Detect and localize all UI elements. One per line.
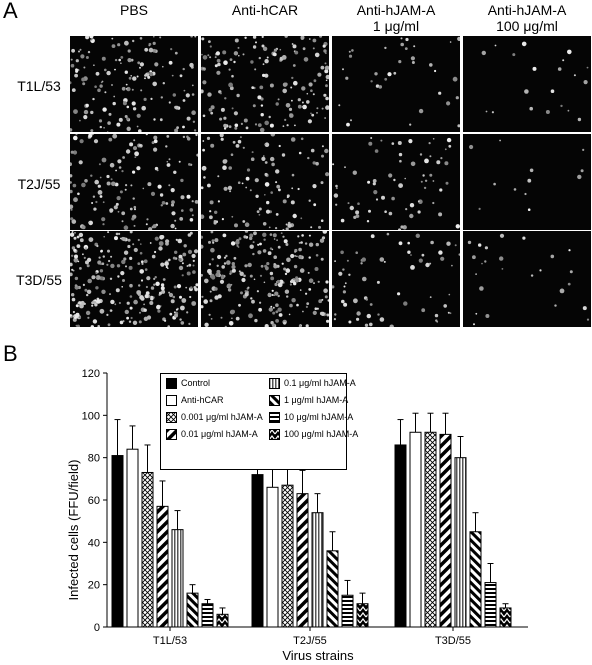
micrograph-r3-c1 — [70, 231, 198, 327]
y-tick-label: 0 — [94, 622, 100, 634]
bar-t2j-55-s8 — [356, 603, 369, 628]
legend-label: 10 μg/ml hJAM-A — [284, 412, 354, 422]
micrograph-r3-c2 — [201, 231, 329, 327]
legend-swatch — [269, 395, 280, 406]
micrograph-r1-c2 — [201, 36, 329, 132]
bar-t3d-55-s6 — [469, 531, 482, 628]
micrograph-r2-c2 — [201, 134, 329, 230]
legend-label: Control — [181, 378, 211, 388]
legend-swatch — [269, 429, 280, 440]
micrograph-r2-c4 — [463, 134, 591, 230]
y-tick-label: 60 — [88, 495, 100, 507]
y-tick-label: 100 — [82, 410, 100, 422]
y-tick-label: 120 — [82, 368, 100, 380]
x-tick-label: T1L/53 — [153, 635, 187, 647]
legend-swatch — [269, 378, 280, 389]
micrograph-r1-c3 — [332, 36, 460, 132]
bar-t1l-53-s2 — [126, 448, 139, 628]
bar-t2j-55-s5 — [311, 512, 324, 628]
x-axis-label: Virus strains — [282, 648, 354, 663]
bar-t1l-53-s6 — [186, 592, 199, 628]
legend-label: 0.01 μg/ml hJAM-A — [181, 429, 258, 439]
bar-t2j-55-s6 — [326, 550, 339, 628]
panel-a-label: A — [3, 0, 18, 23]
bar-t3d-55-s8 — [499, 607, 512, 628]
bar-t1l-53-s3 — [141, 471, 154, 628]
column-header-jam-100: Anti-hJAM-A 100 μg/ml — [487, 2, 567, 34]
y-tick-label: 80 — [88, 453, 100, 465]
bar-t3d-55-s1 — [394, 444, 407, 628]
bar-t1l-53-s4 — [156, 505, 169, 628]
column-header-pbs: PBS — [119, 2, 148, 18]
bar-t3d-55-s5 — [454, 457, 467, 628]
legend-swatch — [166, 429, 177, 440]
bar-t2j-55-s4 — [296, 493, 309, 628]
micrograph-r3-c4 — [463, 231, 591, 327]
row-header-t3d: T3D/55 — [16, 272, 62, 288]
micrograph-r1-c4 — [463, 36, 591, 132]
legend-label: 100 μg/ml hJAM-A — [284, 429, 359, 439]
micrograph-r3-c3 — [332, 231, 460, 327]
bar-t2j-55-s1 — [251, 474, 264, 628]
legend-swatch — [166, 378, 177, 389]
column-header-anti-hcar: Anti-hCAR — [231, 2, 299, 18]
y-tick-label: 20 — [88, 580, 100, 592]
legend-label: 0.001 μg/ml hJAM-A — [181, 412, 263, 422]
y-tick-label: 40 — [88, 537, 100, 549]
bar-t1l-53-s5 — [171, 529, 184, 628]
bar-t3d-55-s2 — [409, 431, 422, 628]
y-axis-label: Infected cells (FFU/field) — [66, 460, 81, 601]
bar-t2j-55-s2 — [266, 486, 279, 628]
bar-t1l-53-s7 — [201, 603, 214, 628]
bar-t3d-55-s3 — [424, 431, 437, 628]
bar-t2j-55-s7 — [341, 594, 354, 628]
row-header-t1l: T1L/53 — [17, 78, 61, 94]
bar-t1l-53-s1 — [111, 455, 124, 628]
legend-label: 0.1 μg/ml hJAM-A — [284, 378, 356, 388]
bar-t3d-55-s7 — [484, 582, 497, 628]
micrograph-r2-c1 — [70, 134, 198, 230]
legend-swatch — [166, 395, 177, 406]
column-header-jam-1: Anti-hJAM-A 1 μg/ml — [356, 2, 436, 34]
bar-t3d-55-s4 — [439, 433, 452, 628]
bar-t1l-53-s8 — [216, 613, 229, 628]
micrograph-r1-c1 — [70, 36, 198, 132]
bar-t2j-55-s3 — [281, 484, 294, 628]
legend-label: 1 μg/ml hJAM-A — [284, 395, 349, 405]
legend-swatch — [269, 412, 280, 423]
x-tick-label: T2J/55 — [293, 635, 327, 647]
legend-label: Anti-hCAR — [181, 395, 224, 405]
x-tick-label: T3D/55 — [435, 635, 471, 647]
micrograph-r2-c3 — [332, 134, 460, 230]
panel-b-label: B — [3, 341, 18, 366]
bar-chart: 0 20 40 60 80 100 120 T1L/53 T2J/55 T3D/55 Infect… — [66, 368, 528, 663]
chart-legend: Control Anti-hCAR 0.001 μg/ml hJAM-A 0.01 μ… — [160, 373, 358, 470]
legend-swatch — [166, 412, 177, 423]
row-header-t2j: T2J/55 — [17, 176, 61, 192]
